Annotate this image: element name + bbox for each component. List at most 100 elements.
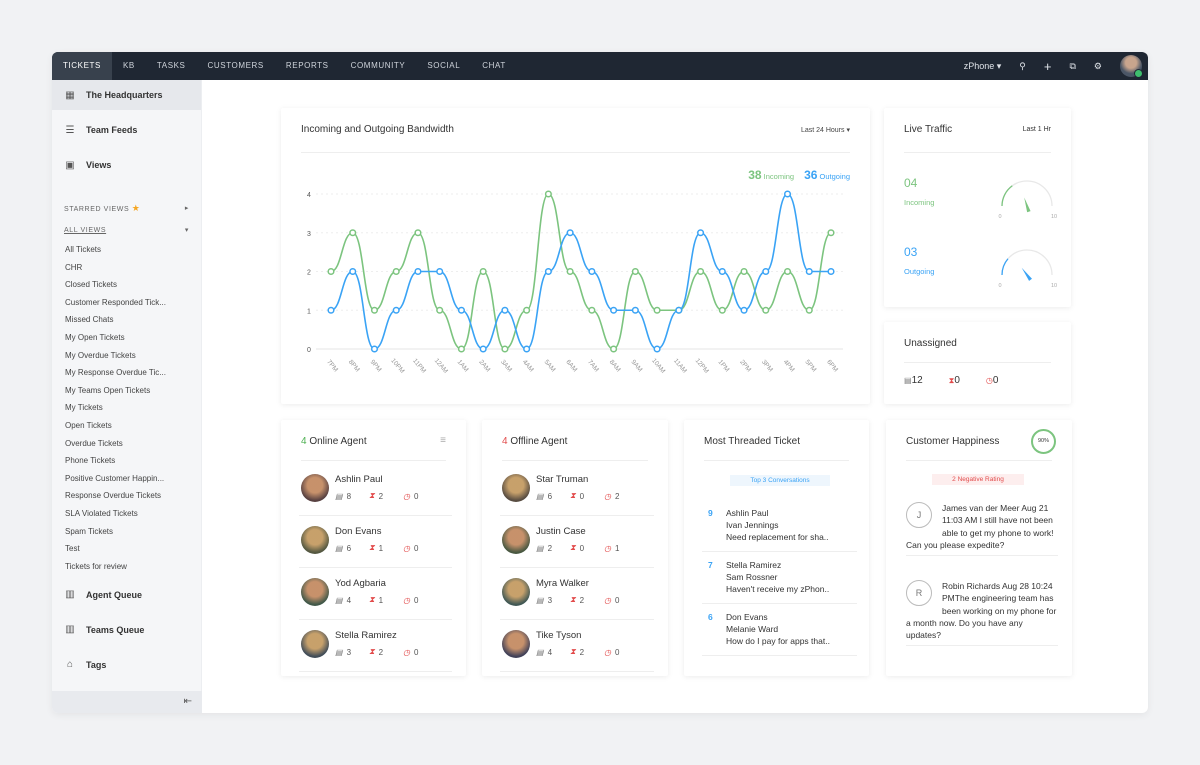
menu-icon[interactable]: ≡ (440, 435, 446, 446)
view-item[interactable]: Overdue Tickets (65, 438, 123, 448)
outgoing-point[interactable] (414, 267, 422, 276)
view-item[interactable]: My Overdue Tickets (65, 350, 136, 360)
outgoing-point[interactable] (740, 306, 748, 314)
outgoing-point[interactable] (523, 345, 531, 353)
agent-row[interactable]: Myra Walker ▤ 3 ⧗ 2 ◷ 0 (500, 568, 654, 620)
outgoing-point[interactable] (479, 345, 487, 353)
outgoing-point[interactable] (697, 229, 705, 237)
outgoing-point[interactable] (436, 267, 444, 276)
outgoing-point[interactable] (566, 229, 574, 237)
view-item[interactable]: Open Tickets (65, 420, 112, 430)
view-item[interactable]: Phone Tickets (65, 456, 116, 466)
sidebar-item-views[interactable]: ▣ Views (52, 150, 201, 180)
incoming-point[interactable] (392, 267, 400, 276)
outgoing-point[interactable] (588, 267, 596, 276)
tab-community[interactable]: COMMUNITY (350, 61, 406, 70)
outgoing-point[interactable] (631, 306, 639, 314)
view-item[interactable]: My Response Overdue Tic... (65, 368, 166, 378)
tab-chat[interactable]: CHAT (482, 61, 506, 70)
outgoing-point[interactable] (805, 267, 813, 276)
incoming-point[interactable] (827, 229, 835, 237)
view-item[interactable]: Closed Tickets (65, 280, 118, 290)
thread-item[interactable]: 9 Ashlin Paul Ivan Jennings Need replacemen… (702, 500, 857, 552)
outgoing-point[interactable] (544, 267, 552, 276)
view-item[interactable]: Test (65, 544, 80, 554)
tab-tickets[interactable]: TICKETS (52, 52, 112, 80)
outgoing-point[interactable] (675, 306, 683, 314)
view-item[interactable]: Response Overdue Tickets (65, 491, 162, 501)
sidebar-item-the-headquarters[interactable]: ▦ The Headquarters (52, 80, 201, 110)
incoming-point[interactable] (327, 267, 335, 276)
incoming-point[interactable] (762, 306, 770, 314)
agent-row[interactable]: Yod Agbaria ▤ 4 ⧗ 1 ◷ 0 (299, 568, 452, 620)
outgoing-point[interactable] (457, 306, 465, 314)
starred-views-section[interactable]: STARRED VIEWS ★ ▸ (64, 202, 189, 213)
incoming-point[interactable] (457, 345, 465, 353)
outgoing-point[interactable] (783, 190, 792, 198)
outgoing-point[interactable] (827, 267, 835, 276)
incoming-point[interactable] (718, 306, 726, 314)
incoming-point[interactable] (501, 345, 509, 353)
view-item[interactable]: Tickets for review (65, 561, 127, 571)
incoming-point[interactable] (653, 306, 661, 314)
tab-tasks[interactable]: TASKS (156, 61, 186, 70)
view-item[interactable]: My Teams Open Tickets (65, 385, 151, 395)
sidebar-item-tags[interactable]: ⌂ Tags (52, 647, 201, 682)
view-item[interactable]: Customer Responded Tick... (65, 297, 166, 307)
incoming-point[interactable] (523, 306, 531, 314)
view-item[interactable]: CHR (65, 262, 83, 272)
outgoing-point[interactable] (610, 306, 618, 314)
outgoing-point[interactable] (327, 306, 335, 314)
view-item[interactable]: My Tickets (65, 403, 103, 413)
feedback-item[interactable]: R Robin Richards Aug 28 10:24 PMThe engin… (906, 580, 1058, 647)
feedback-item[interactable]: J James van der Meer Aug 21 11:03 AM I st… (906, 502, 1058, 557)
collapse-sidebar-button[interactable]: ⇤ (52, 691, 202, 713)
agent-row[interactable]: Ashlin Paul ▤ 8 ⧗ 2 ◷ 0 (299, 464, 452, 516)
outgoing-point[interactable] (370, 345, 379, 353)
incoming-point[interactable] (566, 267, 574, 276)
incoming-point[interactable] (805, 306, 813, 314)
range-selector[interactable]: Last 24 Hours ▾ (800, 127, 850, 134)
tab-customers[interactable]: CUSTOMERS (207, 61, 264, 70)
outgoing-point[interactable] (501, 306, 509, 314)
sidebar-item-teams-queue[interactable]: ▥ Teams Queue (52, 612, 201, 647)
incoming-point[interactable] (697, 267, 705, 276)
outgoing-point[interactable] (349, 267, 357, 276)
portal-selector[interactable]: zPhone ▾ (963, 60, 1002, 71)
incoming-point[interactable] (414, 229, 422, 237)
incoming-point[interactable] (436, 306, 444, 314)
view-item[interactable]: SLA Violated Tickets (65, 508, 138, 518)
incoming-point[interactable] (631, 267, 639, 276)
notifications-icon[interactable]: ⧉ (1069, 60, 1076, 71)
outgoing-point[interactable] (653, 345, 661, 353)
all-views-section[interactable]: ALL VIEWS ▾ (64, 226, 189, 235)
sidebar-item-team-feeds[interactable]: ☰ Team Feeds (52, 115, 201, 145)
view-item[interactable]: My Open Tickets (65, 332, 125, 342)
incoming-point[interactable] (588, 306, 596, 314)
outgoing-point[interactable] (762, 267, 770, 276)
tab-social[interactable]: SOCIAL (427, 61, 461, 70)
outgoing-point[interactable] (718, 267, 726, 276)
gear-icon[interactable]: ⚙ (1093, 60, 1102, 71)
agent-row[interactable]: Stella Ramirez ▤ 3 ⧗ 2 ◷ 0 (299, 620, 452, 672)
view-item[interactable]: All Tickets (65, 245, 102, 254)
view-item[interactable]: Missed Chats (65, 315, 114, 325)
incoming-point[interactable] (349, 229, 357, 237)
view-item[interactable]: Spam Tickets (65, 526, 114, 536)
add-icon[interactable]: + (1043, 58, 1052, 74)
agent-row[interactable]: Tike Tyson ▤ 4 ⧗ 2 ◷ 0 (500, 620, 654, 672)
tab-reports[interactable]: REPORTS (285, 61, 329, 70)
search-icon[interactable]: ⚲ (1019, 60, 1026, 71)
agent-row[interactable]: Don Evans ▤ 6 ⧗ 1 ◷ 0 (299, 516, 452, 568)
tab-kb[interactable]: KB (122, 61, 135, 70)
outgoing-point[interactable] (392, 306, 400, 314)
agent-row[interactable]: Star Truman ▤ 6 ⧗ 0 ◷ 2 (500, 464, 654, 516)
incoming-point[interactable] (370, 306, 379, 314)
view-item[interactable]: Positive Customer Happin... (65, 473, 165, 483)
sidebar-item-agent-queue[interactable]: ▥ Agent Queue (52, 577, 201, 612)
avatar[interactable] (1120, 55, 1143, 78)
incoming-point[interactable] (610, 345, 618, 353)
thread-item[interactable]: 7 Stella Ramirez Sam Rossner Haven't receiv… (702, 552, 857, 604)
incoming-point[interactable] (740, 267, 748, 276)
agent-row[interactable]: Justin Case ▤ 2 ⧗ 0 ◷ 1 (500, 516, 654, 568)
